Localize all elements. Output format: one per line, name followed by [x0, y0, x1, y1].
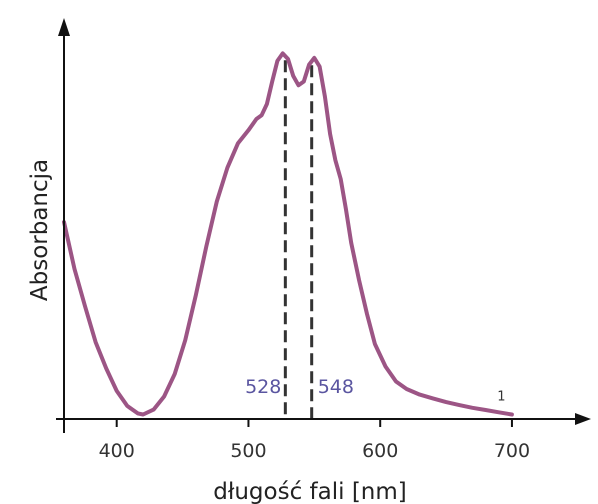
- x-tick-label: 700: [494, 440, 530, 462]
- peak-wavelength-label: 528: [245, 376, 281, 398]
- y-axis-arrowhead: [58, 18, 70, 36]
- y-axis-title: Absorbancja: [27, 159, 53, 301]
- x-axis-ticks: 400 500 600 700: [99, 419, 530, 462]
- x-tick-label: 600: [362, 440, 398, 462]
- x-axis-arrowhead: [575, 413, 591, 425]
- x-tick-label: 400: [99, 440, 135, 462]
- curve-number-label: 1: [497, 390, 505, 405]
- x-axis-title: długość fali [nm]: [213, 479, 407, 504]
- peak-wavelength-label: 548: [318, 376, 354, 398]
- x-tick-label: 500: [230, 440, 266, 462]
- peak-marker-lines: 528 548: [245, 60, 354, 419]
- absorbance-curve: [62, 51, 514, 417]
